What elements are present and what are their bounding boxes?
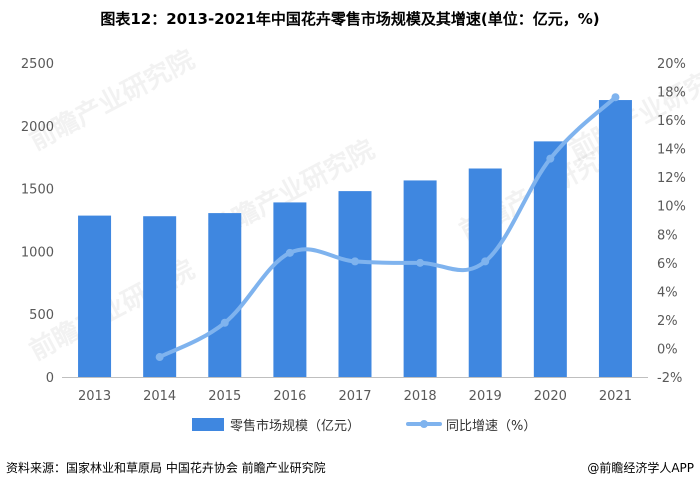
x-tick-label: 2018 [404, 389, 437, 404]
legend-bar-swatch [192, 418, 224, 431]
y-right-tick-label: 4% [657, 285, 678, 300]
bar [403, 180, 437, 377]
x-tick-label: 2014 [143, 389, 176, 404]
legend-line-marker [420, 420, 428, 428]
x-tick-label: 2015 [208, 389, 241, 404]
legend-bar-label: 零售市场规模（亿元） [230, 418, 360, 434]
growth-point [220, 318, 229, 327]
growth-point [611, 93, 620, 102]
y-left-tick-label: 2000 [21, 120, 54, 135]
y-right-tick-label: 8% [657, 228, 678, 243]
growth-line [157, 95, 618, 360]
y-left-tick-label: 1000 [21, 245, 54, 260]
x-tick-label: 2020 [534, 389, 567, 404]
footer-brand: @前瞻经济学人APP [587, 461, 694, 475]
chart-title: 图表12：2013-2021年中国花卉零售市场规模及其增速(单位：亿元，%) [100, 10, 600, 28]
growth-point [546, 154, 555, 163]
growth-point [155, 353, 164, 362]
bar [533, 141, 567, 377]
bar [273, 202, 307, 377]
y-right-tick-label: 6% [657, 257, 678, 272]
source-note: 资料来源：国家林业和草原局 中国花卉协会 前瞻产业研究院 [6, 461, 326, 475]
y-left-tick-label: 500 [29, 308, 54, 323]
bar [338, 191, 372, 377]
x-tick-label: 2021 [599, 389, 632, 404]
x-tick-label: 2019 [469, 389, 502, 404]
bar [598, 100, 632, 377]
bar [78, 215, 112, 377]
x-tick-label: 2013 [78, 389, 111, 404]
legend-line-label: 同比增速（%） [446, 419, 536, 434]
y-right-tick-label: 20% [657, 57, 686, 72]
y-left-tick-label: 0 [46, 371, 54, 386]
y-right-tick-label: 18% [657, 86, 686, 101]
growth-point [285, 248, 294, 257]
y-left-tick-label: 1500 [21, 183, 54, 198]
growth-point [416, 258, 425, 267]
y-right-tick-label: 16% [657, 114, 686, 129]
y-right-tick-label: 12% [657, 171, 686, 186]
growth-point [481, 257, 490, 266]
x-tick-label: 2017 [338, 389, 371, 404]
y-right-tick-label: -2% [657, 371, 682, 386]
y-right-tick-label: 2% [657, 314, 678, 329]
y-right-tick-label: 10% [657, 200, 686, 215]
x-tick-label: 2016 [273, 389, 306, 404]
y-left-tick-label: 2500 [21, 57, 54, 72]
y-right-tick-label: 0% [657, 342, 678, 357]
y-right-tick-label: 14% [657, 143, 686, 158]
bar [208, 213, 242, 377]
bar [468, 168, 502, 377]
growth-point [351, 257, 359, 266]
